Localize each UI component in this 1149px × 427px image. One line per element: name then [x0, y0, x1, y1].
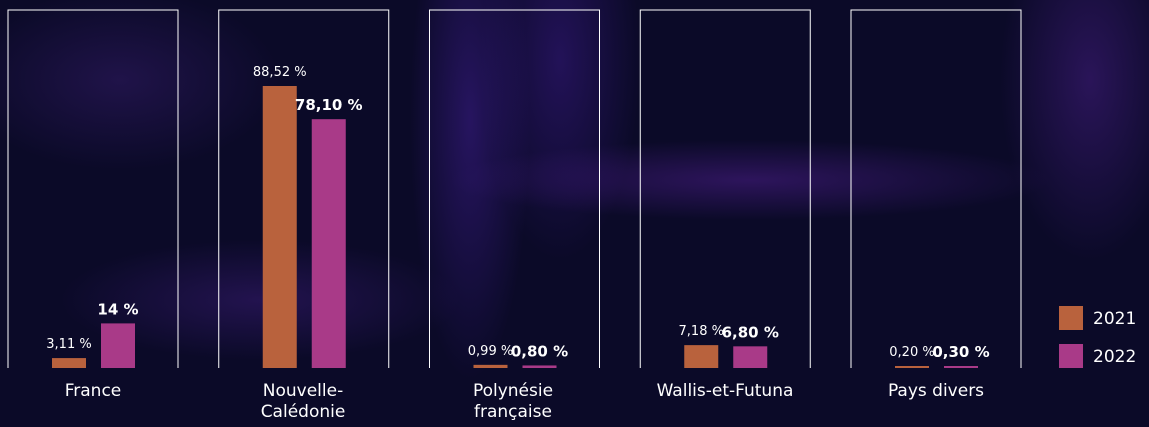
- value-label: 7,18 %: [679, 324, 724, 339]
- value-label: 0,80 %: [511, 342, 568, 360]
- category-label: Wallis-et-Futuna: [656, 381, 794, 401]
- category-frame: [429, 9, 600, 368]
- value-label: 14 %: [97, 300, 138, 318]
- category-frame: [218, 9, 390, 368]
- category-frame: [7, 9, 179, 368]
- bar: [311, 119, 346, 368]
- value-label: 0,30 %: [932, 343, 989, 361]
- bar: [684, 345, 719, 368]
- value-label: 0,20 %: [889, 345, 934, 360]
- bar: [52, 358, 86, 368]
- legend-label: 2022: [1093, 347, 1136, 367]
- category-label: Polynésie française: [472, 381, 554, 422]
- bar: [944, 366, 978, 368]
- value-label: 3,11 %: [46, 337, 91, 352]
- category-label: France: [64, 381, 122, 401]
- category-label: Nouvelle-Calédonie: [260, 381, 346, 422]
- legend-swatch: [1059, 344, 1083, 368]
- category-frame: [850, 9, 1022, 368]
- legend-swatch: [1059, 306, 1083, 330]
- value-label: 78,10 %: [295, 96, 363, 114]
- bar: [522, 365, 557, 368]
- bar: [101, 323, 135, 368]
- bar: [262, 86, 297, 368]
- legend-label: 2021: [1093, 309, 1136, 329]
- bar: [473, 364, 508, 368]
- category-frame: [639, 9, 811, 368]
- value-label: 6,80 %: [722, 323, 779, 341]
- bar: [895, 366, 929, 368]
- value-label: 0,99 %: [468, 344, 513, 359]
- category-label: Pays divers: [887, 381, 985, 401]
- value-label: 88,52 %: [253, 65, 307, 80]
- bar: [733, 346, 768, 368]
